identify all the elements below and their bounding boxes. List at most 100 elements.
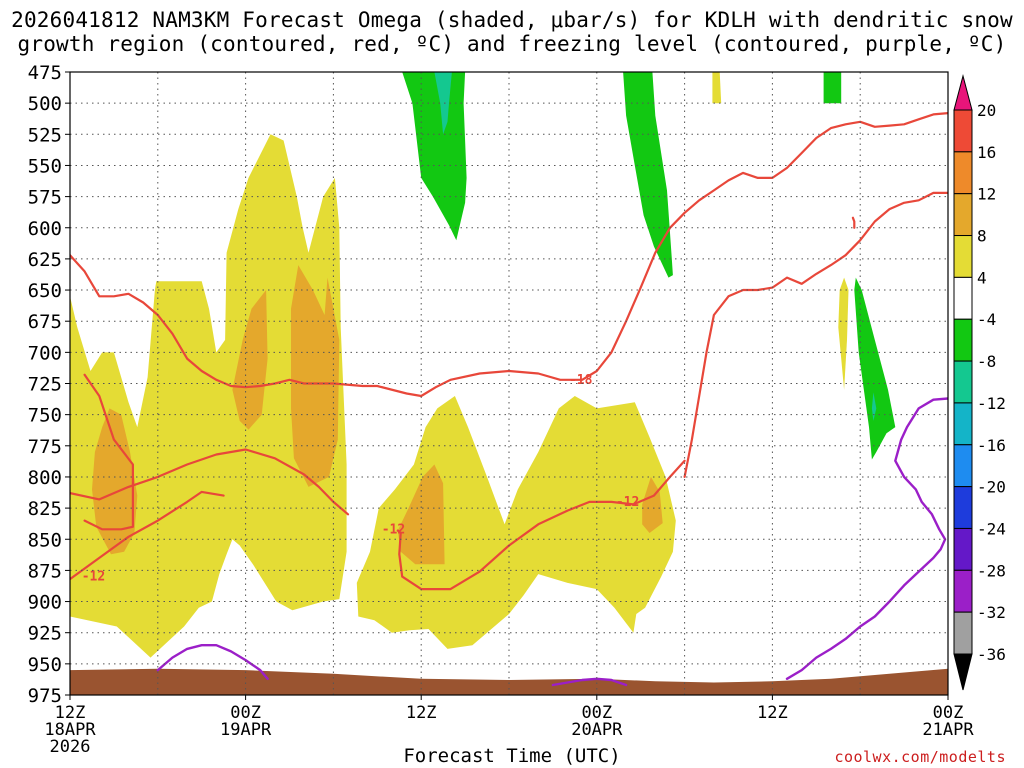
y-tick-label-625: 625 <box>28 249 62 271</box>
colorbar-label-0: 20 <box>977 101 996 120</box>
omega-shading-12 <box>823 72 842 104</box>
y-tick-label-475: 475 <box>28 62 62 84</box>
y-tick-label-800: 800 <box>28 467 62 489</box>
y-tick-label-900: 900 <box>28 592 62 614</box>
omega-shading-9 <box>402 72 467 241</box>
colorbar-bin-3 <box>953 193 973 237</box>
y-tick-label-525: 525 <box>28 124 62 146</box>
y-tick-label-675: 675 <box>28 311 62 333</box>
omega-shading-8 <box>838 277 849 390</box>
colorbar-top-arrow <box>953 74 973 111</box>
y-tick-label-725: 725 <box>28 374 62 396</box>
x-tick-label-5: 00Z <box>933 703 964 723</box>
x-tick-date-0: 18APR <box>44 720 96 740</box>
colorbar-label-12: -32 <box>977 603 1006 622</box>
x-tick-label-2: 12Z <box>406 703 437 723</box>
colorbar-bin-8 <box>953 402 973 446</box>
colorbar-bin-1 <box>953 109 973 153</box>
omega-shading-2 <box>92 408 138 555</box>
colorbar-label-6: -8 <box>977 352 996 371</box>
contour-label-3: -18 <box>569 373 593 388</box>
title-line-2: growth region (contoured, red, ºC) and f… <box>17 32 1007 56</box>
colorbar-label-11: -28 <box>977 561 1006 580</box>
omega-shading-0 <box>70 134 347 658</box>
colorbar-label-3: 8 <box>977 227 987 246</box>
dgz-contour-3 <box>70 111 948 398</box>
y-axis-ticks: 475 500 525 550 575 600 625 650 675 700 725 750 775 8… <box>28 62 70 707</box>
colorbar-label-1: 16 <box>977 143 996 162</box>
colorbar-bin-7 <box>953 360 973 404</box>
x-tick-date-3: 20APR <box>571 720 623 740</box>
colorbar-bin-2 <box>953 151 973 195</box>
omega-shading-10 <box>434 72 452 135</box>
contour-label-0: -12 <box>82 570 105 585</box>
colorbar-label-9: -20 <box>977 478 1006 497</box>
y-tick-label-700: 700 <box>28 342 62 364</box>
dgz-contour-2 <box>396 459 686 591</box>
colorbar-label-13: -36 <box>977 645 1006 664</box>
omega-shading-11 <box>623 72 673 278</box>
colorbar-bin-11 <box>953 527 973 571</box>
y-tick-label-500: 500 <box>28 93 62 115</box>
dgz-contour-4 <box>83 373 134 531</box>
y-tick-label-850: 850 <box>28 529 62 551</box>
title-line-1: 2026041812 NAM3KM Forecast Omega (shaded… <box>11 8 1013 32</box>
y-tick-label-925: 925 <box>28 623 62 645</box>
colorbar-label-5: -4 <box>977 310 996 329</box>
omega-shading-14 <box>871 392 877 421</box>
colorbar-label-10: -24 <box>977 519 1006 538</box>
plot-area: -12 -12 -12 -18 <box>70 72 948 695</box>
colorbar-label-2: 12 <box>977 185 996 204</box>
x-tick-year-0: 2026 <box>50 737 91 757</box>
colorbar-bin-10 <box>953 486 973 529</box>
colorbar-bin-12 <box>953 569 973 613</box>
omega-shading-7 <box>712 72 722 104</box>
svg-text:-12: -12 <box>616 495 639 510</box>
omega-shading-4 <box>291 265 340 487</box>
y-tick-label-975: 975 <box>28 685 62 707</box>
y-tick-label-775: 775 <box>28 436 62 458</box>
omega-shading-13 <box>854 277 896 460</box>
contour-label-2: -12 <box>616 495 639 510</box>
omega-shading-5 <box>397 464 445 565</box>
contour-label-1: -12 <box>382 522 405 537</box>
y-tick-label-575: 575 <box>28 187 62 209</box>
x-tick-date-1: 19APR <box>220 720 272 740</box>
y-tick-label-950: 950 <box>28 654 62 676</box>
y-tick-label-750: 750 <box>28 405 62 427</box>
freezing-level-contour-1 <box>551 677 628 687</box>
colorbar-bin-5 <box>953 276 973 320</box>
colorbar-bottom-arrow <box>953 653 973 691</box>
credit-text: coolwx.com/modelts <box>834 748 1006 766</box>
x-tick-label-1: 00Z <box>230 703 261 723</box>
y-tick-label-875: 875 <box>28 560 62 582</box>
colorbar: 20 16 12 8 4 -4 -8 -12 -16 -20 -24 -28 -32 -36 <box>953 74 1006 691</box>
colorbar-label-4: 4 <box>977 268 987 287</box>
y-gridlines <box>70 102 948 665</box>
dgz-contour-0 <box>70 448 350 516</box>
colorbar-label-7: -12 <box>977 394 1006 413</box>
svg-text:-12: -12 <box>382 522 405 537</box>
freezing-level-contour-2 <box>785 397 948 680</box>
chart-title: 2026041812 NAM3KM Forecast Omega (shaded… <box>0 8 1024 56</box>
colorbar-bin-6 <box>953 318 973 362</box>
x-tick-label-4: 12Z <box>757 703 788 723</box>
svg-text:-18: -18 <box>569 373 593 388</box>
y-tick-label-550: 550 <box>28 155 62 177</box>
x-axis-title: Forecast Time (UTC) <box>403 745 621 767</box>
omega-shading-3 <box>232 290 268 430</box>
x-tick-label-3: 00Z <box>581 703 612 723</box>
x-tick-date-5: 21APR <box>922 720 974 740</box>
colorbar-bin-13 <box>953 611 973 655</box>
dgz-contour-5 <box>683 191 948 478</box>
dgz-contour-1 <box>70 490 225 581</box>
y-tick-label-825: 825 <box>28 498 62 520</box>
colorbar-bin-4 <box>953 235 973 278</box>
freezing-level-contour-0 <box>156 644 269 680</box>
y-tick-label-600: 600 <box>28 218 62 240</box>
x-tick-label-0: 12Z <box>55 703 86 723</box>
omega-shading-1 <box>356 396 676 649</box>
ground-terrain <box>70 668 948 695</box>
